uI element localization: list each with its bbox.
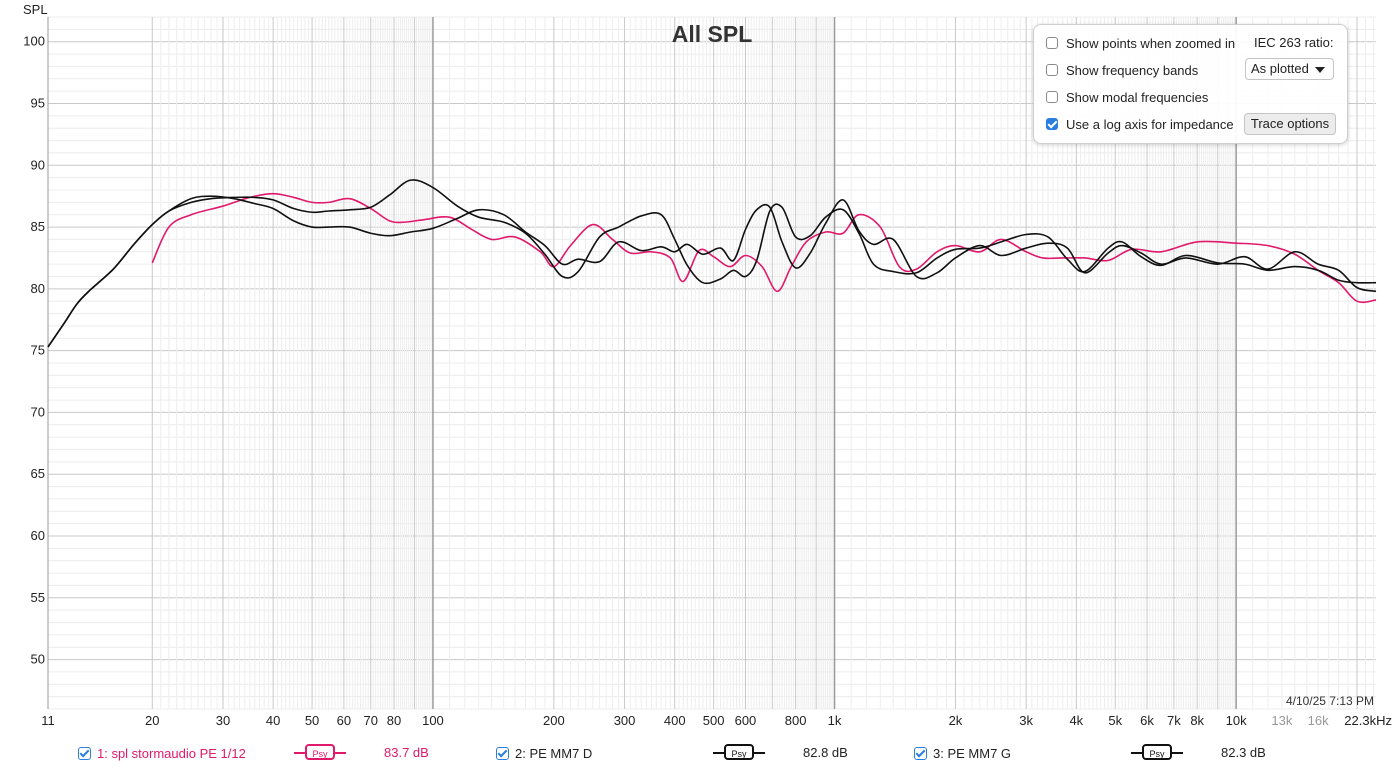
series-line-3 (47, 195, 1377, 348)
legend-trace-3[interactable]: 3: PE MM7 G (914, 744, 1011, 762)
trace-1-level: 83.7 dB (384, 745, 429, 760)
iec-ratio-value: As plotted (1251, 61, 1309, 76)
y-tick-label: 60 (31, 528, 45, 543)
y-tick-label: 70 (31, 404, 45, 419)
x-tick-label: 300 (614, 713, 636, 728)
series-line-2 (47, 179, 1377, 348)
chart-title: All SPL (672, 21, 753, 47)
x-tick-label: 500 (703, 713, 725, 728)
chevron-down-icon (1315, 67, 1325, 73)
y-tick-label: 65 (31, 466, 45, 481)
y-tick-label: 85 (31, 219, 45, 234)
x-tick-label: 80 (387, 713, 401, 728)
x-tick-label: 8k (1190, 713, 1204, 728)
show-points-checkbox[interactable] (1046, 37, 1058, 49)
show-modal-label: Show modal frequencies (1066, 89, 1209, 105)
log-impedance-option[interactable]: Use a log axis for impedance (1046, 115, 1234, 133)
x-tick-label: 5k (1108, 713, 1122, 728)
iec-ratio-label: IEC 263 ratio: (1254, 35, 1334, 50)
x-tick-label: 70 (364, 713, 378, 728)
x-tick-label: 400 (664, 713, 686, 728)
trace-2-label: 2: PE MM7 D (515, 745, 593, 761)
x-tick-label: 4k (1069, 713, 1083, 728)
x-tick-label: 1k (828, 713, 842, 728)
x-tick-label: 16k (1308, 713, 1329, 728)
y-tick-label: 80 (31, 281, 45, 296)
x-tick-label: 20 (145, 713, 159, 728)
legend-trace-1[interactable]: 1: spl stormaudio PE 1/12 (78, 744, 246, 762)
x-tick-label: 13k (1271, 713, 1292, 728)
log-impedance-label: Use a log axis for impedance (1066, 116, 1234, 132)
y-tick-label: 75 (31, 343, 45, 358)
options-panel: Show points when zoomed in Show frequenc… (1033, 24, 1348, 144)
x-tick-label: 40 (266, 713, 280, 728)
x-tick-label: 6k (1140, 713, 1154, 728)
trace-1-psy-icon[interactable]: Psy (294, 744, 346, 762)
x-tick-label: 60 (337, 713, 351, 728)
show-points-option[interactable]: Show points when zoomed in (1046, 34, 1235, 52)
y-axis-label: SPL (23, 2, 48, 17)
trace-3-level: 82.3 dB (1221, 745, 1266, 760)
trace-3-label: 3: PE MM7 G (933, 745, 1012, 761)
y-tick-label: 90 (31, 157, 45, 172)
trace-2-checkbox[interactable] (496, 746, 509, 760)
trace-3-psy-label: Psy (1142, 744, 1172, 760)
x-tick-label: 50 (305, 713, 319, 728)
x-tick-label: 100 (422, 713, 444, 728)
log-impedance-checkbox[interactable] (1046, 118, 1058, 130)
y-axis-ticks: 50 55 60 65 70 75 80 85 90 95 100 (23, 34, 45, 667)
legend-trace-2[interactable]: 2: PE MM7 D (496, 744, 592, 762)
x-tick-label: 3k (1019, 713, 1033, 728)
x-tick-label: 2k (949, 713, 963, 728)
iec-ratio-select[interactable]: As plotted (1245, 58, 1334, 80)
trace-2-psy-icon[interactable]: Psy (713, 744, 765, 762)
show-modal-checkbox[interactable] (1046, 91, 1058, 103)
chart-series (47, 179, 1377, 348)
x-tick-label: 800 (785, 713, 807, 728)
trace-3-checkbox[interactable] (914, 746, 927, 760)
y-tick-label: 95 (31, 96, 45, 111)
trace-2-level: 82.8 dB (803, 745, 848, 760)
trace-3-psy-icon[interactable]: Psy (1131, 744, 1183, 762)
y-tick-label: 100 (23, 34, 45, 49)
x-axis-ticks: 11 20 30 40 50 60 70 80 100 200 300 400 500 600 800 1k 2… (41, 713, 1392, 728)
x-tick-label: 30 (216, 713, 230, 728)
y-tick-label: 55 (31, 590, 45, 605)
x-tick-label: 11 (41, 713, 55, 728)
trace-1-psy-label: Psy (305, 744, 335, 760)
x-tick-label: 600 (735, 713, 757, 728)
show-bands-label: Show frequency bands (1066, 62, 1199, 78)
x-tick-label: 22.3kHz (1344, 713, 1392, 728)
date-stamp: 4/10/25 7:13 PM (1286, 694, 1374, 708)
x-tick-label: 200 (543, 713, 565, 728)
show-bands-option[interactable]: Show frequency bands (1046, 61, 1198, 79)
x-tick-label: 10k (1226, 713, 1247, 728)
trace-1-checkbox[interactable] (78, 746, 91, 760)
show-points-label: Show points when zoomed in (1066, 35, 1236, 51)
y-tick-label: 50 (31, 652, 45, 667)
show-modal-option[interactable]: Show modal frequencies (1046, 88, 1208, 106)
x-tick-label: 7k (1167, 713, 1181, 728)
trace-1-label: 1: spl stormaudio PE 1/12 (97, 745, 246, 761)
show-bands-checkbox[interactable] (1046, 64, 1058, 76)
trace-2-psy-label: Psy (724, 744, 754, 760)
trace-options-button[interactable]: Trace options (1244, 113, 1336, 135)
